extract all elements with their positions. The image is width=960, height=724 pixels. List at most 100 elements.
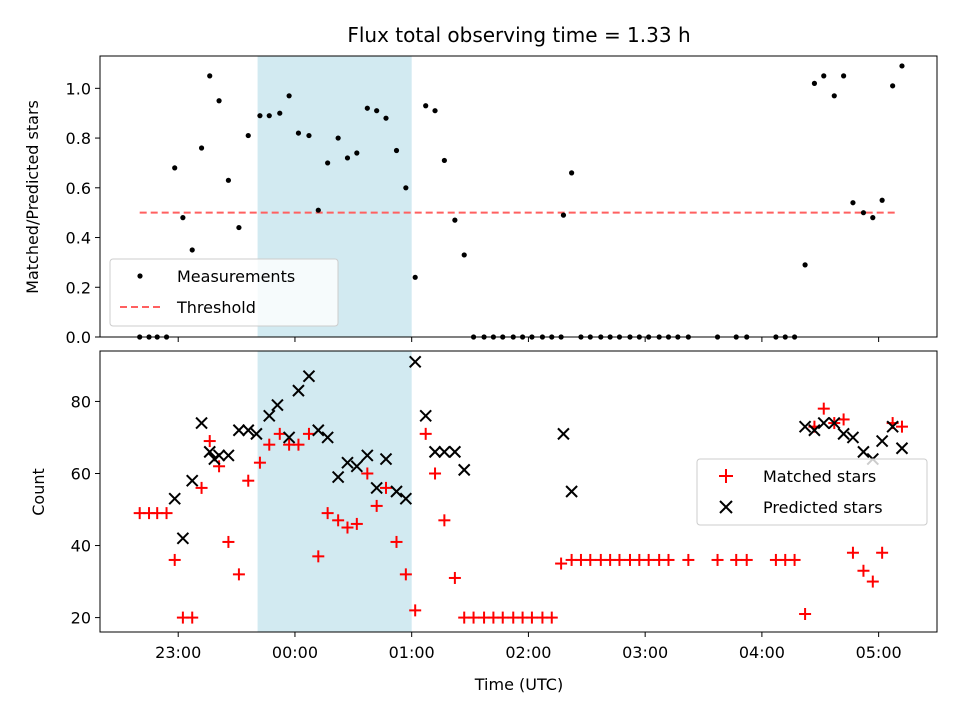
predicted-star-point [203,445,216,459]
measurement-point [236,224,242,231]
matched-star-point [711,553,724,566]
matched-star-point [312,550,325,563]
y-tick-label: 0.8 [66,129,91,148]
predicted-star-point [176,532,190,545]
predicted-star-point [875,434,889,448]
ratio-marks [137,63,905,340]
y-tick-label: 0.2 [66,278,91,297]
legend-measurements-marker [137,273,143,279]
predicted-star-point [390,485,403,498]
y-tick-label: 40 [71,537,91,556]
predicted-star-point [828,416,841,430]
x-axis-label: Time (UTC) [474,675,563,694]
matched-star-point [876,546,889,559]
matched-star-point [263,438,276,451]
predicted-star-point [361,449,374,462]
matched-star-point [817,402,830,415]
predicted-star-point [232,424,246,437]
predicted-star-point [886,420,899,433]
measurement-point [266,113,272,119]
count-y-ticks: 20 40 60 80 [71,392,100,628]
matched-star-point [555,557,568,570]
count-panel: 20 40 60 80 23:00 00:00 01:00 02:00 03:00 04:00 0… [29,350,938,694]
y-tick-label: 80 [71,392,91,411]
matched-star-point [740,553,753,566]
matched-star-point [895,420,908,433]
matched-star-point [429,467,442,480]
count-y-axis-label: Count [29,468,48,516]
matched-star-point [399,568,412,581]
matched-star-point [857,564,870,577]
predicted-star-point [250,427,263,441]
measurement-point [180,215,186,221]
predicted-star-point [379,452,393,466]
matched-star-point [390,535,403,548]
matched-star-point [613,553,626,566]
matched-star-point [253,456,266,469]
matched-star-point [799,607,812,620]
y-tick-label: 20 [71,609,91,628]
x-tick-label: 02:00 [505,643,551,662]
matched-star-point [242,474,255,487]
predicted-star-point [282,431,296,444]
matched-star-point [584,553,597,566]
measurement-point [189,247,195,253]
y-tick-label: 0.0 [66,328,91,347]
measurement-point [216,98,222,104]
matched-star-point [168,553,181,566]
predicted-star-point [212,449,226,462]
predicted-star-point [837,427,850,441]
measurement-point [899,63,905,69]
measurement-point [364,105,370,111]
matched-star-point [467,611,480,624]
matched-star-point [837,413,850,426]
measurement-point [225,177,232,183]
predicted-star-point [331,470,345,484]
measurement-point [890,83,896,89]
predicted-star-point [817,416,830,430]
predicted-star-point [321,431,334,444]
matched-star-point [730,553,743,566]
predicted-star-point [302,370,316,383]
predicted-star-point [186,474,199,487]
predicted-star-point [419,409,432,423]
measurement-point [423,103,429,109]
matched-star-point [438,514,451,527]
y-tick-label: 60 [71,464,91,483]
matched-star-point [232,568,245,581]
measurement-point [354,150,360,156]
predicted-star-point [350,460,364,473]
measurement-point [393,147,400,154]
measurement-point [295,130,302,136]
measurement-point [374,108,380,114]
predicted-star-point [292,384,305,397]
matched-star-point [361,467,374,480]
predicted-star-point [895,442,909,455]
legend-predicted-marker [719,500,733,514]
predicted-star-point [370,481,383,495]
ratio-y-ticks: 0.0 0.2 0.4 0.6 0.8 1.0 [66,79,100,347]
measurement-point [277,110,283,116]
measurement-point [383,115,389,121]
predicted-star-point [242,424,255,437]
matched-star-point [160,507,173,520]
matched-star-point [525,611,538,624]
matched-star-point [682,553,695,566]
measurement-point [879,197,885,203]
measurement-point [831,93,837,99]
predicted-star-point [458,463,471,477]
measurement-point [172,165,178,171]
measurement-point [870,215,876,221]
legend-threshold-label: Threshold [176,298,256,317]
ratio-x-ticks [177,337,880,342]
x-tick-label: 00:00 [272,643,318,662]
matched-star-point [203,435,216,448]
measurement-point [850,200,856,206]
predicted-star-point [438,445,451,459]
measurement-point [198,145,205,151]
matched-star-point [195,481,208,494]
legend-predicted-label: Predicted stars [763,498,883,517]
matched-star-point [380,481,393,494]
count-x-ticks: 23:00 00:00 01:00 02:00 03:00 04:00 05:00 [155,632,902,662]
measurement-point [569,170,575,176]
